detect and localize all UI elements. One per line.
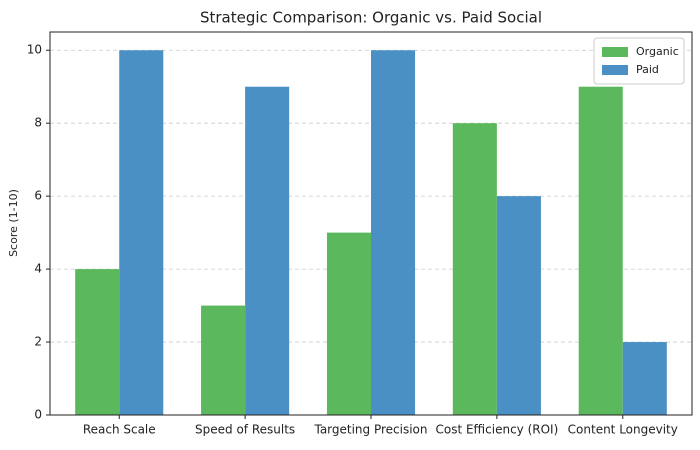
legend-swatch xyxy=(602,65,628,75)
legend-label: Organic xyxy=(636,45,679,58)
chart-title: Strategic Comparison: Organic vs. Paid S… xyxy=(200,9,542,27)
bar xyxy=(75,269,120,415)
legend-label: Paid xyxy=(636,63,659,76)
bar xyxy=(119,50,164,415)
bar xyxy=(371,50,416,415)
bar xyxy=(622,342,667,415)
bar xyxy=(326,232,371,415)
y-tick-label: 0 xyxy=(34,408,42,422)
plot-frame xyxy=(49,31,693,416)
bar xyxy=(578,86,623,415)
bar xyxy=(201,305,246,415)
x-tick-label: Content Longevity xyxy=(568,423,678,437)
x-tick-label: Speed of Results xyxy=(195,423,295,437)
x-tick-label: Reach Scale xyxy=(83,423,156,437)
bar xyxy=(245,86,290,415)
y-tick-label: 4 xyxy=(34,262,42,276)
legend-swatch xyxy=(602,47,628,57)
y-tick-label: 2 xyxy=(34,335,42,349)
bar xyxy=(496,196,541,415)
y-axis-label: Score (1-10) xyxy=(7,189,20,257)
y-tick-label: 10 xyxy=(27,43,42,57)
bar xyxy=(452,123,497,415)
y-tick-label: 6 xyxy=(34,189,42,203)
y-tick-label: 8 xyxy=(34,116,42,130)
x-tick-label: Targeting Precision xyxy=(313,423,427,437)
x-tick-label: Cost Efficiency (ROI) xyxy=(435,423,558,437)
